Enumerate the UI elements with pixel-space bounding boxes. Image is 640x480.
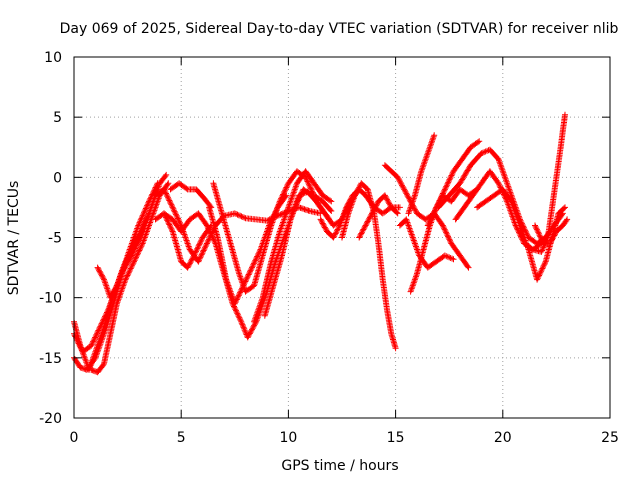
series-track: [94, 210, 152, 301]
x-tick-label: 25: [601, 430, 619, 446]
series-track: [424, 138, 483, 229]
chart-title: Day 069 of 2025, Sidereal Day-to-day VTE…: [60, 21, 619, 37]
x-tick-label: 5: [177, 430, 186, 446]
x-axis-label: GPS time / hours: [281, 458, 398, 474]
tick-labels: 0 5 10 15 20 25 -20 -15 -10 -5 0 5 10: [39, 50, 619, 446]
y-axis-label: SDTVAR / TECUs: [6, 181, 22, 296]
series-track: [210, 168, 335, 295]
x-tick-label: 0: [70, 430, 79, 446]
series-sat-12: [251, 168, 335, 325]
x-tick-label: 10: [279, 430, 297, 446]
x-tick-label: 15: [387, 430, 405, 446]
series-sat-08: [161, 210, 215, 271]
series-track: [251, 168, 335, 325]
series-track: [405, 132, 438, 217]
series-track: [71, 180, 161, 373]
series-sat-09: [167, 180, 215, 211]
series-track: [167, 180, 215, 211]
series-sat-15: [339, 180, 399, 352]
y-tick-label: 10: [44, 50, 62, 66]
series-sat-04: [88, 180, 172, 376]
y-tick-label: -5: [48, 231, 62, 247]
series-track: [521, 111, 568, 255]
series-sat-26: [532, 216, 571, 247]
series-sat-19: [405, 132, 438, 217]
series-sat-02: [71, 180, 161, 373]
series-track: [339, 180, 399, 352]
series-track: [161, 210, 215, 271]
series-track: [356, 192, 401, 241]
y-tick-label: 5: [53, 110, 62, 126]
axis-ticks: [73, 56, 611, 419]
y-tick-label: -20: [39, 411, 62, 427]
y-tick-label: 0: [53, 170, 62, 186]
series-sat-25: [521, 111, 568, 255]
series-sat-05: [94, 210, 152, 301]
x-tick-label: 20: [494, 430, 512, 446]
series-sat-16: [356, 192, 401, 241]
y-tick-label: -10: [39, 291, 62, 307]
series-sat-11: [210, 168, 335, 295]
series-track: [532, 216, 571, 247]
series-track: [88, 180, 172, 376]
y-tick-label: -15: [39, 351, 62, 367]
data-layer: [71, 111, 571, 376]
series-sat-21: [424, 138, 483, 229]
